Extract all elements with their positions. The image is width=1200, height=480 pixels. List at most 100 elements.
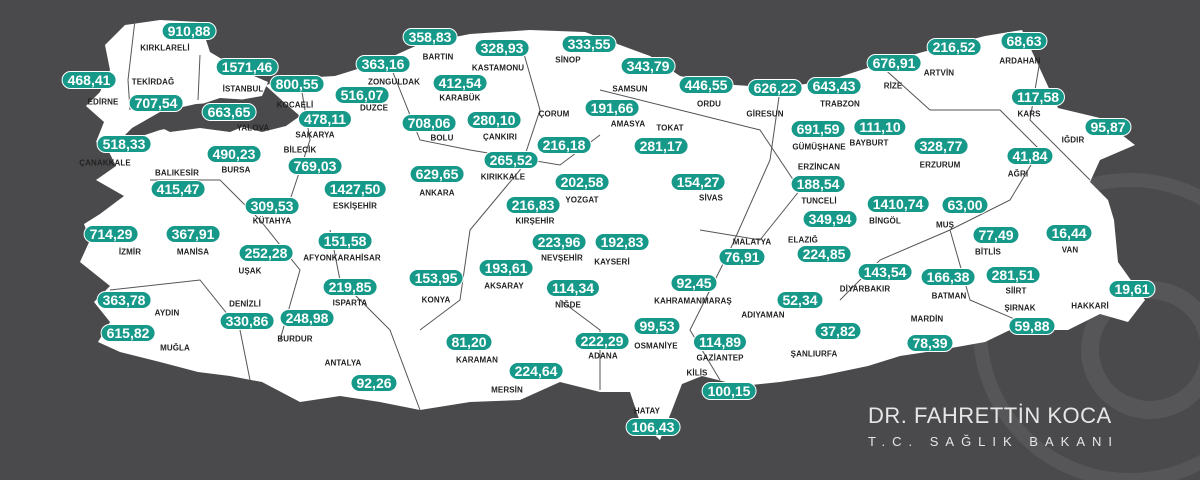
province-value-badge-karaman: 81,20 — [445, 333, 493, 351]
province-name-eskisehir: ESKİŞEHİR — [332, 201, 378, 211]
province-name-adana: ADANA — [588, 351, 618, 361]
province-value-badge-afyonkarahisar: 151,58 — [317, 232, 373, 250]
province-name-ankara: ANKARA — [419, 188, 455, 198]
province-value-badge-hakkari: 19,61 — [1108, 280, 1156, 298]
province-value-badge-bayburt: 111,10 — [853, 118, 907, 136]
province-borders — [109, 19, 1091, 411]
province-name-sivas: SİVAS — [699, 193, 723, 203]
province-value-badge-yozgat: 202,58 — [554, 173, 610, 191]
province-name-kirklareli: KIRKLARELİ — [140, 43, 190, 53]
province-value-badge-edirne: 468,41 — [61, 71, 117, 89]
province-value-badge-tunceli: 349,94 — [802, 210, 858, 228]
province-value-badge-tokat: 281,17 — [633, 137, 689, 155]
province-name-mus: MUŞ — [935, 220, 955, 230]
province-name-artvin: ARTVİN — [923, 68, 955, 78]
province-name-kutahya: KÜTAHYA — [252, 216, 292, 226]
province-name-agri: AĞRI — [1007, 169, 1029, 179]
province-value-badge-usak: 252,28 — [238, 244, 294, 262]
province-name-batman: BATMAN — [931, 291, 967, 301]
province-value-badge-erzincan: 188,54 — [790, 175, 846, 193]
province-value-badge-bolu: 708,06 — [401, 114, 457, 132]
province-value-badge-gumushane: 691,59 — [790, 120, 846, 138]
province-value-badge-kahramanmaras: 92,45 — [670, 274, 718, 292]
province-value-badge-bitlis: 77,49 — [972, 226, 1020, 244]
province-value-badge-amasya: 191,66 — [584, 99, 640, 117]
province-value-badge-sinop: 333,55 — [561, 35, 617, 53]
province-value-badge-diyarbakir: 143,54 — [857, 263, 913, 281]
province-name-sirnak: ŞIRNAK — [1004, 303, 1036, 313]
province-name-diyarbakir: DİYARBAKIR — [839, 284, 891, 294]
province-value-badge-igdir: 95,87 — [1084, 118, 1132, 136]
province-name-isparta: ISPARTA — [332, 298, 368, 308]
province-name-manisa: MANİSA — [176, 247, 210, 257]
province-value-badge-konya: 153,95 — [408, 269, 464, 287]
province-value-badge-hatay: 106,43 — [625, 418, 681, 436]
province-name-bilecik: BİLECİK — [283, 145, 317, 155]
province-value-badge-samsun: 343,79 — [620, 57, 676, 75]
province-name-bolu: BOLU — [430, 133, 454, 143]
province-value-badge-kirsehir: 216,83 — [505, 196, 561, 214]
province-name-samsun: SAMSUN — [612, 84, 648, 94]
province-value-badge-bilecik: 769,03 — [287, 157, 343, 175]
province-name-tokat: TOKAT — [656, 123, 684, 133]
province-value-badge-bingol: 1410,74 — [866, 195, 930, 213]
province-name-bingol: BİNGÖL — [869, 216, 901, 226]
province-name-bayburt: BAYBURT — [849, 138, 889, 148]
province-value-badge-kocaeli: 800,55 — [269, 75, 325, 93]
province-name-corum: ÇORUM — [538, 109, 570, 119]
province-value-badge-erzurum: 328,77 — [913, 137, 969, 155]
province-name-cankiri: ÇANKIRI — [482, 132, 518, 142]
province-name-kars: KARS — [1017, 109, 1041, 119]
province-value-badge-bartin: 358,83 — [402, 28, 458, 46]
province-value-badge-kastamonu: 328,93 — [474, 39, 530, 57]
province-name-hatay: HATAY — [633, 406, 661, 416]
province-name-bursa: BURSA — [221, 165, 251, 175]
province-name-tekirdag: TEKİRDAĞ — [131, 77, 175, 87]
province-value-badge-balikesir: 415,47 — [150, 180, 206, 198]
province-name-gumushane: GÜMÜŞHANE — [792, 142, 846, 152]
province-name-konya: KONYA — [421, 295, 451, 305]
province-name-igdir: IĞDIR — [1061, 135, 1085, 145]
province-name-kastamonu: KASTAMONU — [471, 63, 525, 73]
province-value-badge-kilis: 100,15 — [701, 382, 757, 400]
province-name-hakkari: HAKKARİ — [1071, 301, 1109, 311]
province-value-badge-burdur: 248,98 — [279, 309, 335, 327]
province-value-badge-karabuk: 412,54 — [432, 74, 488, 92]
province-value-badge-artvin: 216,52 — [926, 38, 982, 56]
province-name-kirikkale: KIRIKKALE — [480, 172, 526, 182]
province-value-badge-giresun: 626,22 — [747, 79, 803, 97]
province-name-bartin: BARTIN — [422, 52, 454, 62]
province-name-sanliurfa: ŞANLIURFA — [790, 349, 838, 359]
province-value-badge-duzce: 516,07 — [334, 86, 390, 104]
province-value-badge-manisa: 367,91 — [165, 225, 221, 243]
province-name-rize: RİZE — [883, 81, 903, 91]
province-name-edirne: EDİRNE — [87, 97, 119, 107]
province-value-badge-sivas: 154,27 — [670, 173, 726, 191]
province-value-badge-kirklareli: 910,88 — [161, 22, 217, 40]
province-value-badge-trabzon: 643,43 — [806, 77, 862, 95]
province-name-zonguldak: ZONGULDAK — [367, 77, 421, 87]
province-name-mersin: MERSİN — [491, 385, 523, 395]
province-name-canakkale: ÇANAKKALE — [79, 158, 131, 168]
province-value-badge-antalya: 92,26 — [350, 374, 398, 392]
province-name-antalya: ANTALYA — [324, 358, 362, 368]
province-name-malatya: MALATYA — [732, 237, 772, 247]
province-value-badge-mersin: 224,64 — [508, 362, 564, 380]
province-name-elazig: ELAZIĞ — [788, 235, 818, 245]
province-value-badge-sakarya: 478,11 — [297, 110, 353, 128]
province-name-erzincan: ERZİNCAN — [797, 162, 841, 172]
province-name-kirsehir: KIRŞEHİR — [515, 216, 555, 226]
province-value-badge-nevsehir: 223,96 — [531, 233, 587, 251]
province-name-usak: UŞAK — [238, 266, 262, 276]
province-value-badge-malatya: 76,91 — [718, 248, 766, 266]
province-name-van: VAN — [1061, 245, 1079, 255]
province-value-badge-aydin: 363,78 — [96, 291, 152, 309]
province-value-badge-isparta: 219,85 — [322, 278, 378, 296]
province-value-badge-zonguldak: 363,16 — [355, 55, 411, 73]
province-value-badge-cankiri: 280,10 — [466, 111, 522, 129]
province-value-badge-tekirdag: 707,54 — [128, 94, 184, 112]
province-name-kahramanmaras: KAHRAMANMARAŞ — [654, 296, 732, 306]
province-name-mardin: MARDİN — [910, 314, 944, 324]
province-name-duzce: DÜZCE — [359, 103, 389, 113]
province-name-sakarya: SAKARYA — [295, 130, 335, 140]
